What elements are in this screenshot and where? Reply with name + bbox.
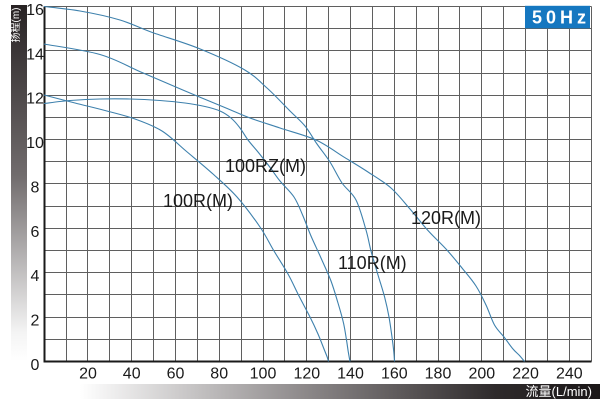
svg-text:16: 16 bbox=[26, 2, 44, 19]
svg-text:60: 60 bbox=[167, 366, 185, 383]
svg-text:12: 12 bbox=[26, 91, 44, 108]
svg-text:220: 220 bbox=[512, 366, 539, 383]
svg-text:180: 180 bbox=[425, 366, 452, 383]
svg-text:8: 8 bbox=[31, 180, 40, 197]
svg-text:140: 140 bbox=[337, 366, 364, 383]
svg-text:扬程(m): 扬程(m) bbox=[9, 8, 22, 43]
svg-text:4: 4 bbox=[31, 268, 40, 285]
svg-text:120: 120 bbox=[293, 366, 320, 383]
svg-text:14: 14 bbox=[26, 46, 44, 63]
svg-text:0: 0 bbox=[31, 357, 40, 374]
svg-text:160: 160 bbox=[381, 366, 408, 383]
svg-text:80: 80 bbox=[210, 366, 228, 383]
svg-text:200: 200 bbox=[468, 366, 495, 383]
svg-text:流量(L/min): 流量(L/min) bbox=[526, 384, 592, 399]
svg-text:100RZ(M): 100RZ(M) bbox=[225, 156, 306, 176]
svg-text:120R(M): 120R(M) bbox=[411, 208, 481, 228]
svg-text:6: 6 bbox=[31, 224, 40, 241]
svg-text:50Hz: 50Hz bbox=[532, 8, 590, 28]
svg-text:20: 20 bbox=[79, 366, 97, 383]
svg-text:40: 40 bbox=[123, 366, 141, 383]
svg-text:240: 240 bbox=[556, 366, 583, 383]
svg-text:10: 10 bbox=[26, 135, 44, 152]
svg-text:100: 100 bbox=[250, 366, 277, 383]
svg-text:100R(M): 100R(M) bbox=[163, 191, 233, 211]
svg-text:110R(M): 110R(M) bbox=[338, 253, 407, 273]
svg-text:2: 2 bbox=[31, 313, 40, 330]
